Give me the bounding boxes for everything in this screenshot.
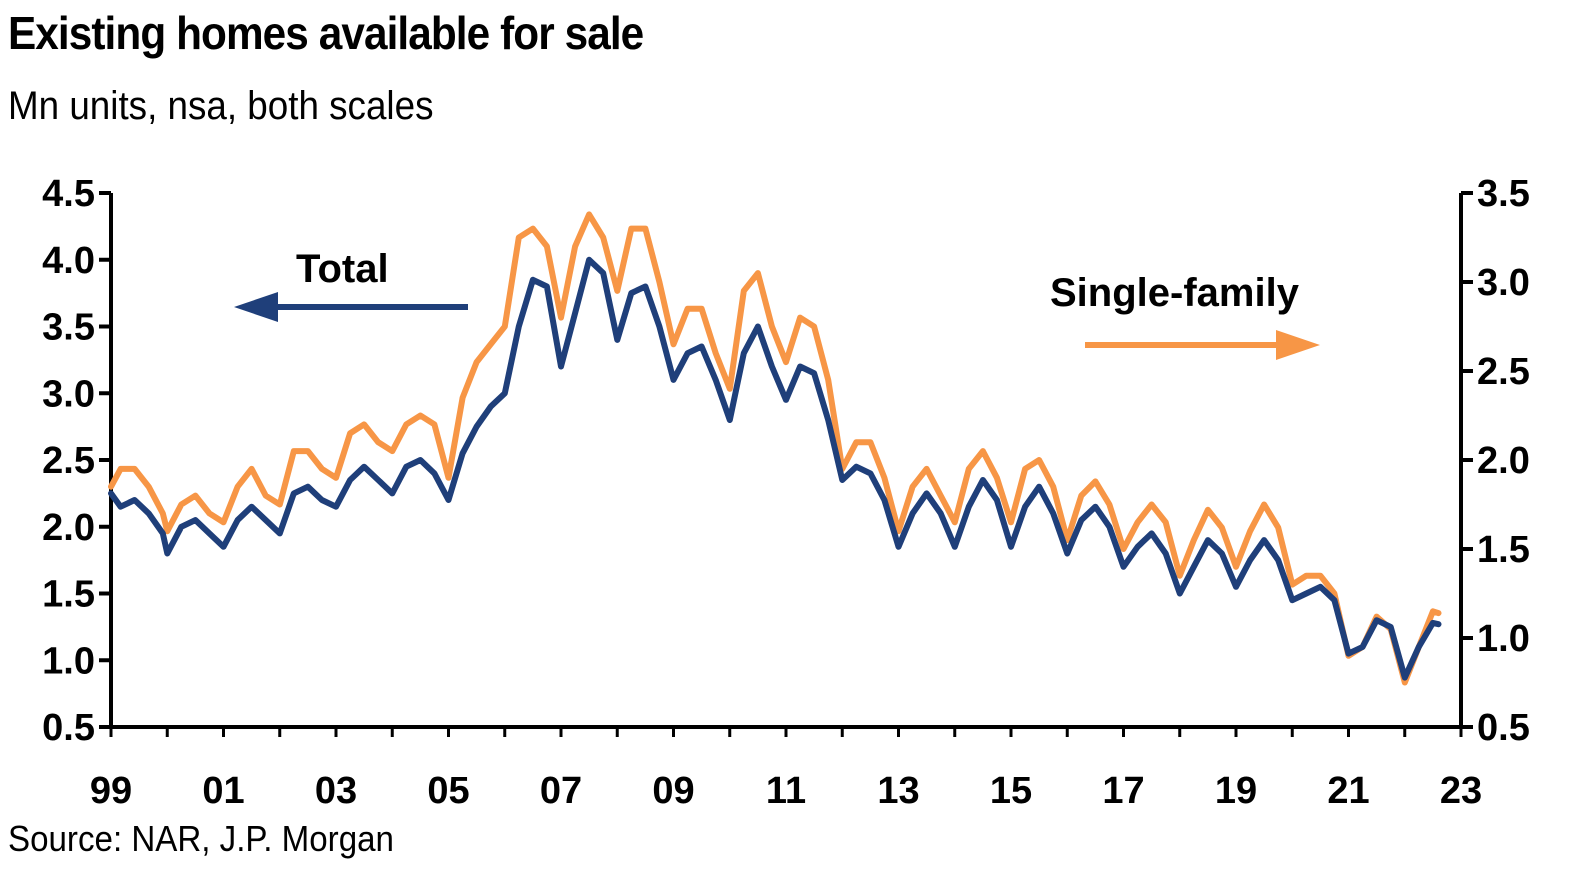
x-tick-label: 09 bbox=[652, 770, 694, 812]
left-tick-label: 4.0 bbox=[42, 240, 95, 282]
chart-subtitle: Mn units, nsa, both scales bbox=[8, 84, 434, 128]
x-tick-label: 05 bbox=[427, 770, 469, 812]
x-tick-label: 11 bbox=[766, 770, 806, 812]
right-tick-label: 2.5 bbox=[1477, 351, 1530, 393]
left-tick-label: 3.5 bbox=[42, 307, 95, 349]
left-tick-label: 4.5 bbox=[42, 173, 95, 215]
left-tick-label: 1.5 bbox=[42, 574, 95, 616]
x-tick-label: 07 bbox=[540, 770, 582, 812]
x-tick-label: 03 bbox=[315, 770, 357, 812]
right-tick-label: 3.0 bbox=[1477, 262, 1530, 304]
source-note: Source: NAR, J.P. Morgan bbox=[8, 818, 394, 859]
single-family-series-line bbox=[108, 211, 1442, 686]
series-layer bbox=[108, 211, 1442, 686]
right-tick-label: 3.5 bbox=[1477, 173, 1530, 215]
x-tick-label: 13 bbox=[877, 770, 919, 812]
single-family-arrow bbox=[1085, 330, 1320, 360]
x-axis: 99 01 03 05 07 09 11 13 15 17 19 21 23 bbox=[90, 725, 1482, 812]
x-tick-label: 17 bbox=[1102, 770, 1144, 812]
left-tick-label: 2.5 bbox=[42, 440, 95, 482]
x-tick-label: 99 bbox=[90, 770, 132, 812]
x-tick-label: 21 bbox=[1327, 770, 1369, 812]
right-tick-label: 0.5 bbox=[1477, 707, 1530, 749]
total-series-line bbox=[108, 256, 1442, 681]
x-tick-label: 19 bbox=[1215, 770, 1257, 812]
right-tick-label: 1.0 bbox=[1477, 618, 1530, 660]
left-tick-label: 2.0 bbox=[42, 507, 95, 549]
right-tick-label: 2.0 bbox=[1477, 440, 1530, 482]
left-tick-label: 1.0 bbox=[42, 640, 95, 682]
x-tick-label: 23 bbox=[1440, 770, 1482, 812]
left-tick-label: 0.5 bbox=[42, 707, 95, 749]
left-axis: 0.5 1.0 1.5 2.0 2.5 3.0 3.5 4.0 4.5 bbox=[42, 173, 113, 749]
right-tick-label: 1.5 bbox=[1477, 529, 1530, 571]
total-label: Total bbox=[296, 247, 389, 291]
x-tick-label: 01 bbox=[202, 770, 244, 812]
total-arrow bbox=[234, 292, 468, 322]
single-family-label: Single-family bbox=[1050, 271, 1300, 315]
left-tick-label: 3.0 bbox=[42, 373, 95, 415]
chart-title: Existing homes available for sale bbox=[8, 7, 644, 59]
x-tick-label: 15 bbox=[990, 770, 1032, 812]
right-axis: 0.5 1.0 1.5 2.0 2.5 3.0 3.5 bbox=[1459, 173, 1530, 749]
